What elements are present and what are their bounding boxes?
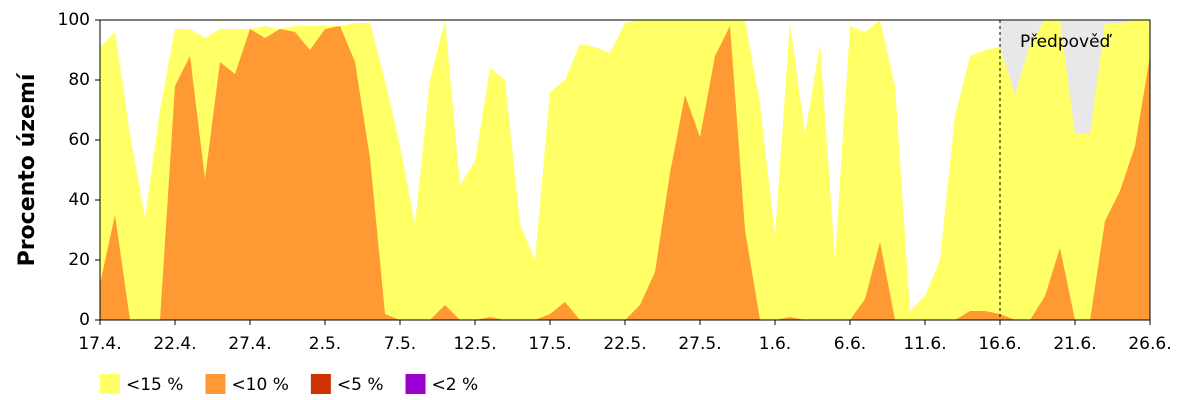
x-tick-label: 6.6.	[834, 334, 866, 354]
legend-swatch	[205, 374, 226, 394]
x-tick-label: 27.5.	[678, 334, 721, 354]
legend-swatch	[405, 374, 426, 394]
y-tick-label: 40	[68, 190, 90, 210]
legend-label: <5 %	[337, 375, 384, 395]
area	[100, 26, 1150, 320]
x-tick-label: 2.5.	[309, 334, 341, 354]
x-tick-label: 22.5.	[603, 334, 646, 354]
x-tick-label: 22.4.	[153, 334, 196, 354]
legend-label: <15 %	[126, 375, 183, 395]
legend-swatch	[310, 374, 331, 394]
y-tick-label: 100	[58, 10, 90, 30]
x-tick-label: 12.5.	[453, 334, 496, 354]
y-tick-label: 80	[68, 70, 90, 90]
x-tick-label: 16.6.	[978, 334, 1021, 354]
x-tick-label: 17.4.	[78, 334, 121, 354]
legend-label: <2 %	[432, 375, 479, 395]
x-tick-label: 21.6.	[1053, 334, 1096, 354]
y-tick-label: 60	[68, 130, 90, 150]
x-tick-label: 27.4.	[228, 334, 271, 354]
x-tick-label: 1.6.	[759, 334, 791, 354]
x-tick-label: 7.5.	[384, 334, 416, 354]
x-tick-label: 17.5.	[528, 334, 571, 354]
x-tick-label: 26.6.	[1128, 334, 1171, 354]
legend-label: <10 %	[231, 375, 288, 395]
x-tick-label: 11.6.	[903, 334, 946, 354]
legend-swatch	[100, 374, 120, 394]
y-tick-label: 20	[68, 250, 90, 270]
y-tick-label: 0	[79, 310, 90, 330]
forecast-label: Předpověď	[1020, 32, 1113, 52]
y-axis-label: Procento území	[15, 72, 40, 266]
